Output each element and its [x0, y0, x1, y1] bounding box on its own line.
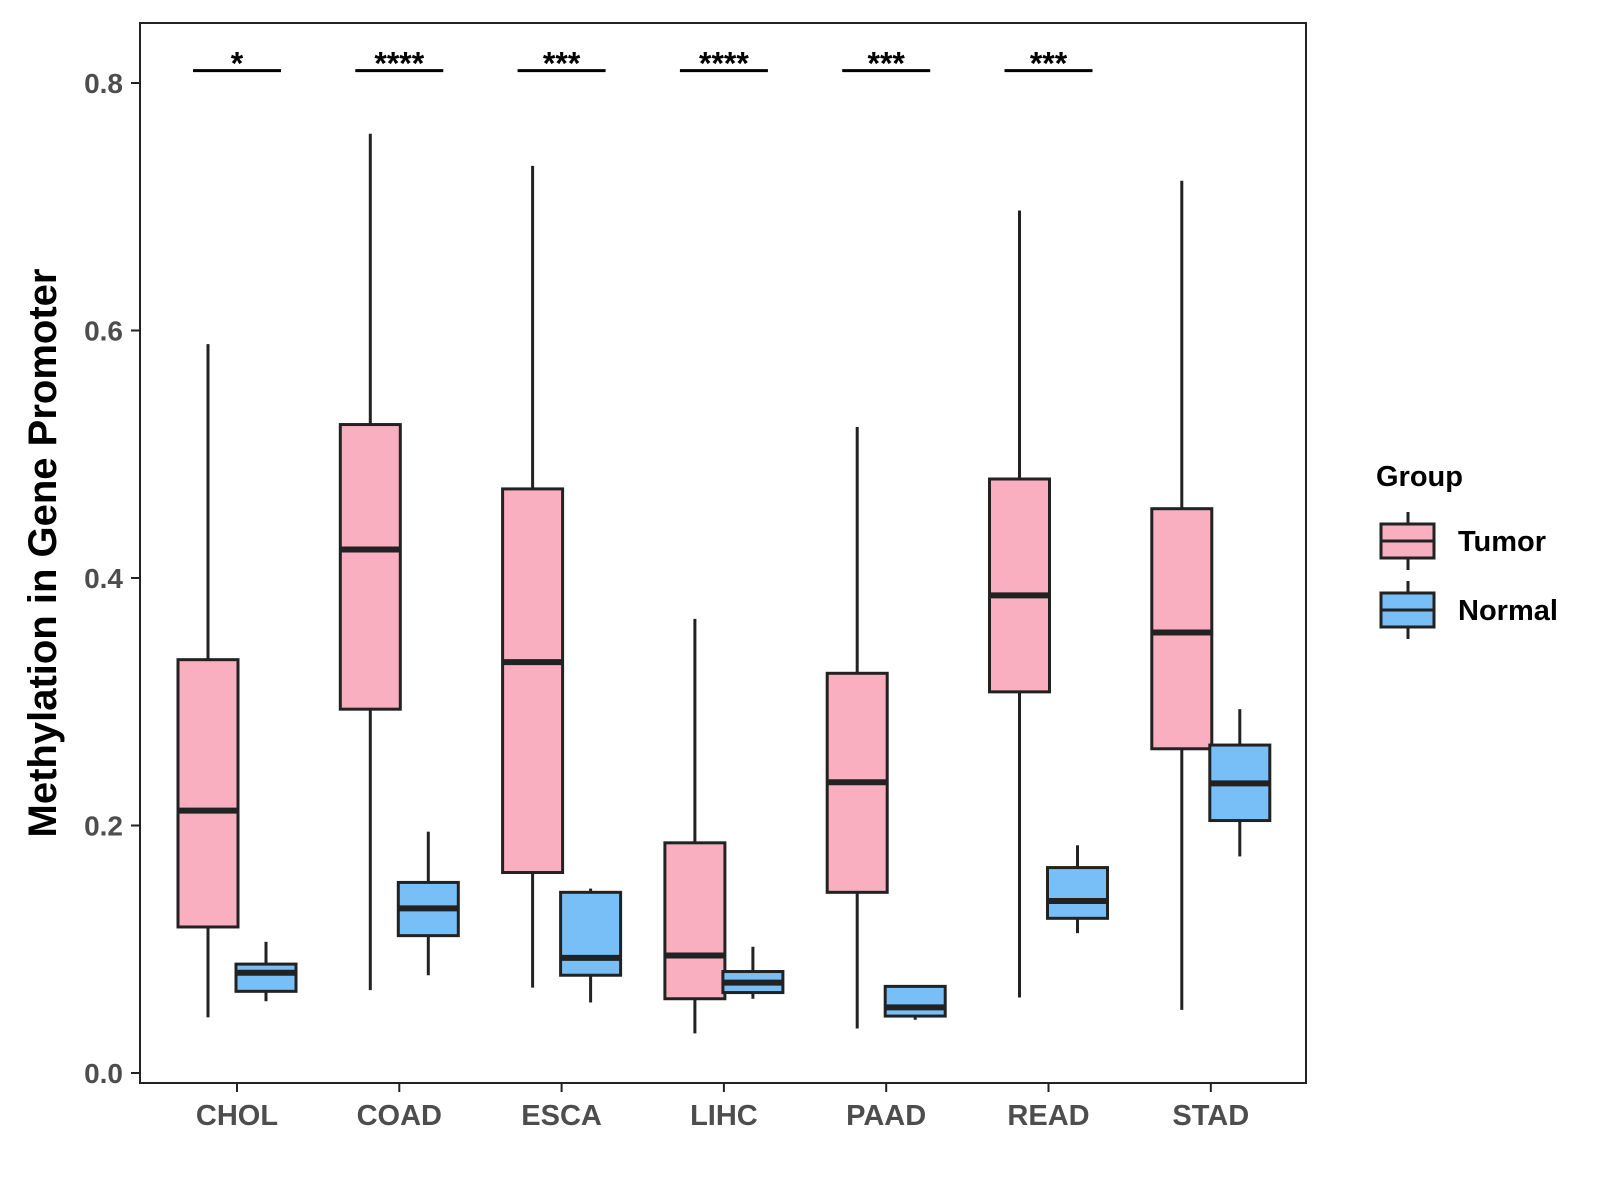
normal-box-esca — [559, 888, 623, 1003]
y-tick-label: 0.2 — [84, 811, 123, 842]
legend: Group Tumor Normal — [1376, 461, 1558, 639]
x-tick-label: COAD — [357, 1100, 442, 1132]
legend-item-tumor: Tumor — [1379, 512, 1546, 570]
tumor-box-read — [988, 210, 1051, 998]
box-iqr — [1046, 866, 1109, 920]
box-iqr — [559, 890, 623, 977]
normal-box-paad — [883, 984, 947, 1020]
box-iqr — [338, 423, 402, 711]
box-series — [176, 133, 1272, 1034]
significance-label: * — [231, 46, 244, 82]
tumor-box-chol — [176, 344, 240, 1018]
tumor-box-stad — [1150, 180, 1214, 1010]
significance-label: *** — [1030, 46, 1068, 82]
box-iqr — [234, 962, 298, 993]
tumor-box-coad — [338, 133, 402, 991]
x-tick-label: READ — [1007, 1100, 1089, 1132]
box-iqr — [1150, 507, 1214, 751]
box-iqr — [883, 984, 947, 1018]
significance-label: *** — [543, 46, 581, 82]
normal-box-read — [1046, 845, 1109, 934]
y-tick-label: 0.8 — [84, 68, 123, 99]
x-axis: CHOL COAD ESCA LIHC PAAD READ STAD — [196, 1083, 1249, 1132]
y-axis-title: Methylation in Gene Promoter — [21, 269, 65, 838]
significance-label: **** — [699, 46, 749, 82]
box-iqr — [501, 487, 565, 875]
significance-annotations: * **** *** **** *** *** — [193, 46, 1093, 82]
box-iqr — [176, 658, 240, 929]
legend-label: Tumor — [1458, 526, 1546, 558]
box-iqr — [663, 841, 727, 1001]
tumor-box-paad — [825, 427, 889, 1029]
significance-label: **** — [374, 46, 424, 82]
tumor-box-esca — [501, 165, 565, 988]
legend-item-normal: Normal — [1379, 581, 1558, 639]
x-tick-label: ESCA — [521, 1100, 602, 1132]
normal-box-lihc — [721, 946, 785, 999]
x-tick-label: LIHC — [690, 1100, 758, 1132]
y-axis: 0.0 0.2 0.4 0.6 0.8 — [84, 68, 140, 1089]
y-tick-label: 0.0 — [84, 1058, 123, 1089]
legend-title: Group — [1376, 461, 1463, 493]
y-tick-label: 0.4 — [84, 563, 123, 594]
x-tick-label: STAD — [1172, 1100, 1249, 1132]
normal-box-coad — [396, 831, 460, 976]
normal-box-chol — [234, 941, 298, 1002]
significance-label: *** — [868, 46, 906, 82]
x-tick-label: PAAD — [846, 1100, 926, 1132]
legend-label: Normal — [1458, 595, 1558, 627]
y-tick-label: 0.6 — [84, 316, 123, 347]
x-tick-label: CHOL — [196, 1100, 278, 1132]
normal-box-stad — [1208, 709, 1272, 857]
box-iqr — [988, 477, 1051, 694]
tumor-box-lihc — [663, 618, 727, 1034]
